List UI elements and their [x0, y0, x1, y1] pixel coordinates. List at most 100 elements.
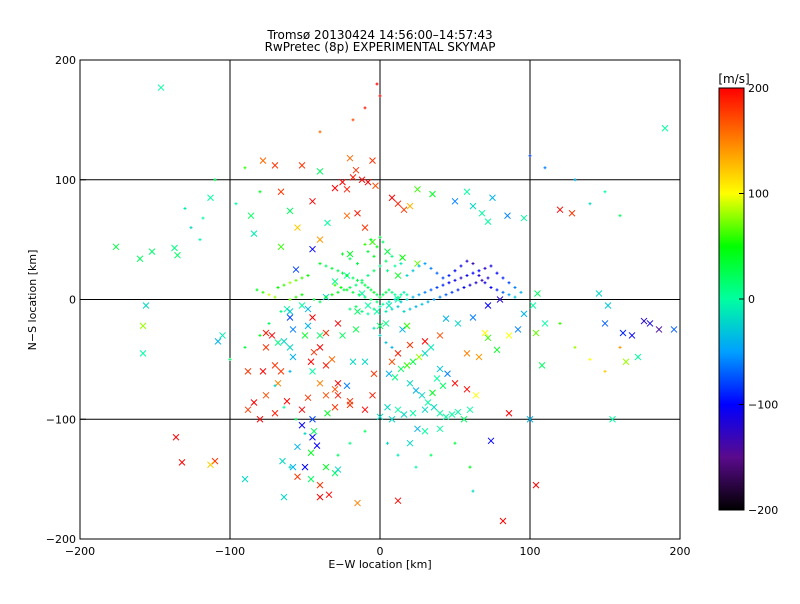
plus-marker — [402, 309, 406, 313]
cross-marker — [475, 353, 483, 361]
y-tick-label: −200 — [46, 533, 76, 546]
plus-marker — [588, 357, 592, 361]
cross-marker — [304, 394, 312, 402]
cross-marker — [670, 326, 678, 333]
plus-marker — [480, 278, 484, 282]
cross-marker — [399, 254, 406, 261]
cross-marker — [214, 338, 222, 345]
cross-marker — [334, 379, 342, 387]
plus-marker — [441, 276, 445, 280]
plus-marker — [318, 300, 322, 304]
cross-marker — [301, 332, 309, 339]
plus-marker — [447, 281, 451, 285]
cross-marker — [343, 382, 351, 390]
plus-marker — [255, 288, 259, 292]
cross-marker — [646, 320, 654, 327]
cross-marker — [526, 415, 534, 423]
cross-marker — [334, 391, 342, 399]
cross-marker — [286, 314, 294, 321]
cross-marker — [331, 184, 339, 192]
plus-marker — [330, 266, 334, 270]
cross-marker — [634, 353, 642, 361]
cross-marker — [429, 389, 436, 397]
cross-marker — [382, 320, 390, 327]
cross-marker — [346, 154, 354, 162]
cross-marker — [294, 473, 301, 481]
plus-marker — [405, 274, 409, 278]
plus-marker — [513, 286, 517, 290]
cross-marker — [352, 326, 360, 333]
cross-marker — [442, 413, 450, 421]
cross-marker — [289, 463, 297, 471]
plus-marker — [468, 465, 472, 469]
plus-marker — [267, 293, 271, 297]
cross-marker — [463, 188, 471, 196]
cross-marker — [286, 308, 294, 315]
cross-marker — [207, 194, 214, 202]
cross-marker — [484, 334, 492, 342]
grid-lines — [80, 60, 680, 539]
plus-marker — [588, 202, 592, 206]
plus-marker — [603, 369, 607, 373]
cross-marker — [316, 481, 324, 489]
plus-marker — [342, 288, 346, 292]
cross-marker — [271, 162, 279, 169]
cross-marker — [409, 358, 417, 366]
cross-marker — [568, 209, 576, 217]
plus-marker — [348, 441, 352, 445]
cross-marker — [388, 194, 396, 202]
cross-marker — [262, 329, 270, 337]
plus-marker — [393, 293, 397, 297]
plus-marker — [390, 345, 394, 349]
cross-marker — [460, 415, 468, 423]
cross-marker — [280, 338, 288, 345]
cross-marker — [301, 463, 309, 471]
x-tick-label: 100 — [520, 545, 541, 558]
cross-marker — [262, 344, 270, 351]
plus-marker — [495, 288, 499, 292]
x-tick-label: 200 — [670, 545, 691, 558]
plus-marker — [396, 295, 400, 299]
x-tick-label: −200 — [65, 545, 95, 558]
cross-marker — [481, 329, 489, 337]
cross-marker — [313, 442, 321, 449]
cross-marker — [309, 367, 316, 375]
cross-marker — [433, 375, 441, 382]
cross-marker — [369, 157, 376, 164]
plus-marker — [507, 293, 511, 297]
plus-marker — [294, 417, 298, 421]
cross-marker — [310, 427, 318, 435]
cross-marker — [361, 224, 369, 232]
plus-marker — [399, 293, 403, 297]
cross-marker — [514, 326, 522, 333]
cross-marker — [484, 302, 492, 309]
plus-marker — [387, 300, 391, 304]
cross-marker — [412, 387, 420, 394]
cross-marker — [322, 463, 330, 471]
plus-marker — [341, 271, 344, 275]
cross-marker — [595, 290, 603, 297]
plus-marker — [375, 82, 379, 86]
cross-marker — [415, 353, 423, 361]
plus-marker — [483, 281, 487, 285]
plus-marker — [405, 298, 409, 301]
plus-marker — [366, 312, 370, 316]
cross-marker — [298, 421, 306, 429]
cross-marker — [361, 406, 369, 414]
plus-marker — [390, 307, 394, 311]
cross-marker — [334, 320, 342, 327]
cross-marker — [271, 362, 279, 369]
cross-marker — [274, 339, 282, 346]
cross-marker — [358, 290, 366, 297]
plus-marker — [405, 293, 409, 297]
plus-marker — [318, 130, 322, 134]
cross-marker — [418, 391, 426, 399]
plus-marker — [372, 254, 376, 258]
plus-marker — [384, 290, 388, 294]
plus-marker — [318, 262, 322, 266]
cross-marker — [556, 206, 564, 214]
plus-marker — [429, 453, 433, 457]
plus-marker — [432, 298, 436, 301]
cross-marker — [493, 346, 501, 354]
